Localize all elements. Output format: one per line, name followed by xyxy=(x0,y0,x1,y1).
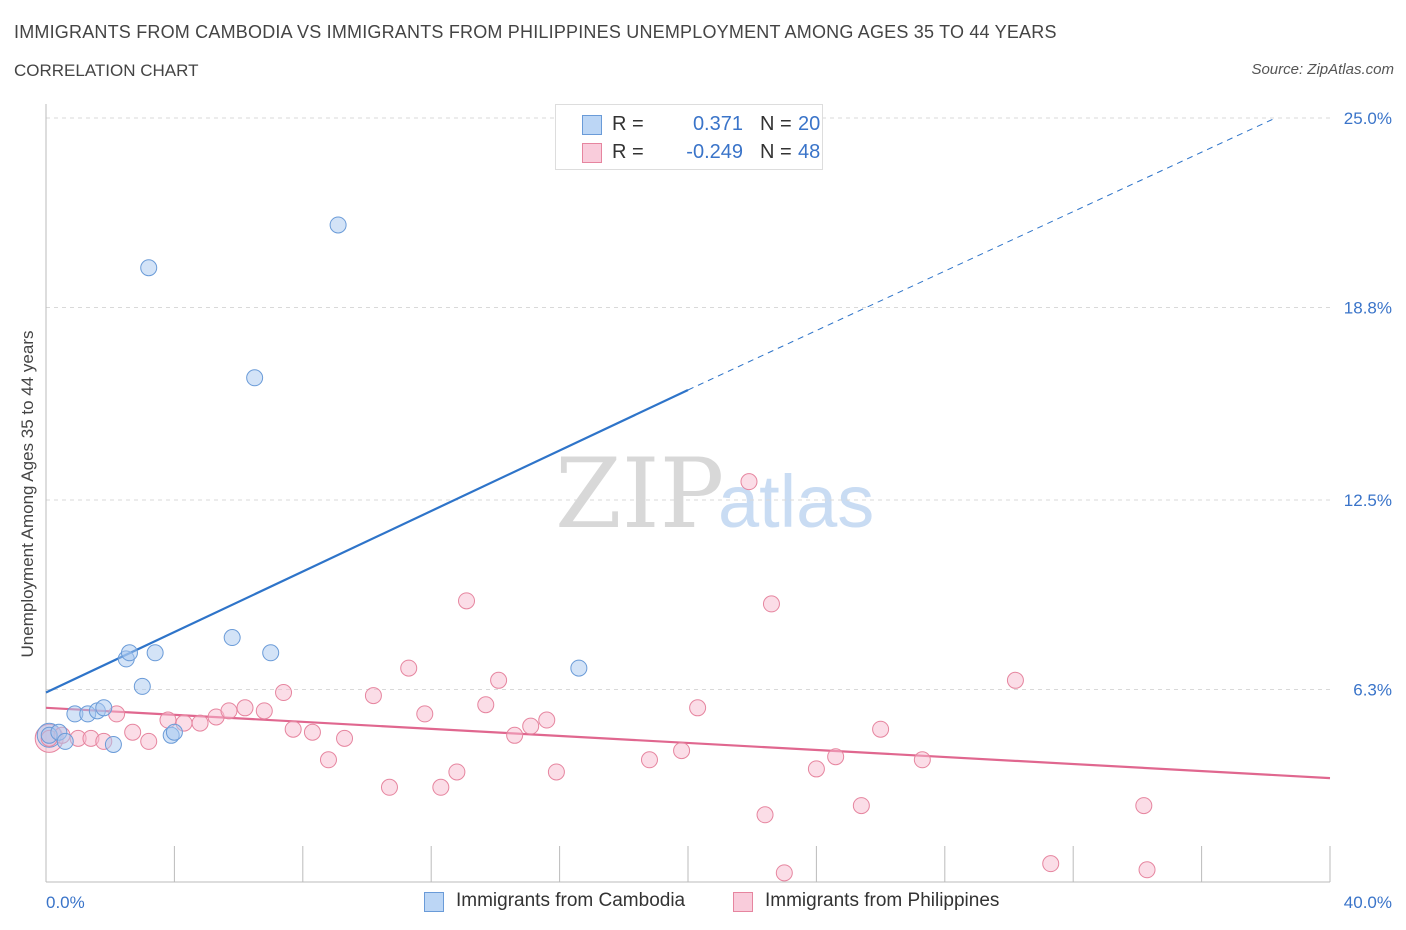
data-point-philippines xyxy=(1138,861,1156,879)
data-point-philippines xyxy=(775,864,793,882)
data-point-philippines xyxy=(220,702,238,720)
legend-n-value: 20 xyxy=(798,113,821,135)
data-point-philippines xyxy=(762,595,780,613)
data-point-philippines xyxy=(689,699,707,717)
data-point-cambodia xyxy=(56,732,74,750)
data-point-cambodia xyxy=(104,735,122,753)
data-point-philippines xyxy=(303,723,321,741)
data-point-philippines xyxy=(756,806,774,824)
data-point-philippines xyxy=(490,671,508,689)
data-point-philippines xyxy=(640,751,658,769)
data-point-cambodia xyxy=(223,629,241,647)
data-point-philippines xyxy=(872,720,890,738)
series-name-philippines: Immigrants from Philippines xyxy=(765,890,1000,911)
data-point-philippines xyxy=(236,699,254,717)
legend-n-label: N = xyxy=(760,141,792,163)
trend-lines xyxy=(45,117,1331,780)
data-point-philippines xyxy=(432,778,450,796)
data-point-philippines xyxy=(673,742,691,760)
data-point-philippines xyxy=(1135,797,1153,815)
data-point-philippines xyxy=(319,751,337,769)
data-point-philippines xyxy=(255,702,273,720)
data-point-philippines xyxy=(140,732,158,750)
data-point-philippines xyxy=(852,797,870,815)
grid-lines xyxy=(46,117,1330,690)
data-point-cambodia xyxy=(329,216,347,234)
legend-r-label: R = xyxy=(612,141,644,163)
data-point-cambodia xyxy=(95,699,113,717)
chart-title: IMMIGRANTS FROM CAMBODIA VS IMMIGRANTS F… xyxy=(14,22,1057,42)
data-point-philippines xyxy=(458,592,476,610)
data-point-philippines xyxy=(547,763,565,781)
data-point-philippines xyxy=(275,684,293,702)
data-point-cambodia xyxy=(133,677,151,695)
trend-line-cambodia xyxy=(45,388,689,694)
data-point-philippines xyxy=(477,696,495,714)
data-point-philippines xyxy=(506,726,524,744)
data-point-philippines xyxy=(416,705,434,723)
data-point-cambodia xyxy=(165,723,183,741)
legend-n-label: N = xyxy=(760,113,792,135)
watermark-atlas: atlas xyxy=(718,460,874,543)
data-points xyxy=(34,216,1156,882)
data-point-philippines xyxy=(364,687,382,705)
data-point-philippines xyxy=(124,723,142,741)
data-point-philippines xyxy=(191,714,209,732)
data-point-philippines xyxy=(827,748,845,766)
y-tick-label: 12.5% xyxy=(1344,491,1392,510)
trend-line-extension xyxy=(687,117,1276,391)
trend-line-philippines xyxy=(45,706,1331,780)
data-point-cambodia xyxy=(140,259,158,277)
data-point-philippines xyxy=(740,473,758,491)
legend-swatch-philippines xyxy=(582,143,602,163)
data-point-cambodia xyxy=(570,659,588,677)
y-tick-label: 18.8% xyxy=(1344,298,1392,317)
data-point-philippines xyxy=(284,720,302,738)
data-point-philippines xyxy=(522,717,540,735)
x-tick-label: 0.0% xyxy=(46,893,85,912)
data-point-philippines xyxy=(380,778,398,796)
legend-r-value: -0.249 xyxy=(686,141,743,163)
correlation-legend: R = 0.371 N = 20 R = -0.249 N = 48 xyxy=(555,104,823,170)
legend-swatch-cambodia xyxy=(582,115,602,135)
series-swatch-cambodia xyxy=(424,892,444,912)
data-point-philippines xyxy=(400,659,418,677)
y-tick-label: 25.0% xyxy=(1344,109,1392,128)
chart-subtitle: CORRELATION CHART xyxy=(14,61,199,80)
legend-r-label: R = xyxy=(612,113,644,135)
watermark: ZIP atlas xyxy=(555,438,874,550)
legend-n-value: 48 xyxy=(798,141,821,163)
data-point-philippines xyxy=(1006,671,1024,689)
watermark-zip: ZIP xyxy=(555,438,724,550)
data-point-cambodia xyxy=(262,644,280,662)
legend-r-value: 0.371 xyxy=(692,113,743,135)
data-point-philippines xyxy=(538,711,556,729)
tick-labels: 6.3% 12.5% 18.8% 25.0% 0.0% 40.0% xyxy=(46,109,1392,912)
data-point-philippines xyxy=(448,763,466,781)
data-point-philippines xyxy=(913,751,931,769)
y-tick-label: 6.3% xyxy=(1353,680,1392,699)
source-label: Source: ZipAtlas.com xyxy=(1251,61,1394,78)
data-point-philippines xyxy=(336,729,354,747)
data-point-cambodia xyxy=(146,644,164,662)
series-name-cambodia: Immigrants from Cambodia xyxy=(456,890,686,911)
series-swatch-philippines xyxy=(733,892,753,912)
data-point-philippines xyxy=(807,760,825,778)
data-point-philippines xyxy=(1042,855,1060,873)
data-point-cambodia xyxy=(246,369,264,387)
data-point-cambodia xyxy=(120,644,138,662)
x-tick-label: 40.0% xyxy=(1344,893,1392,912)
